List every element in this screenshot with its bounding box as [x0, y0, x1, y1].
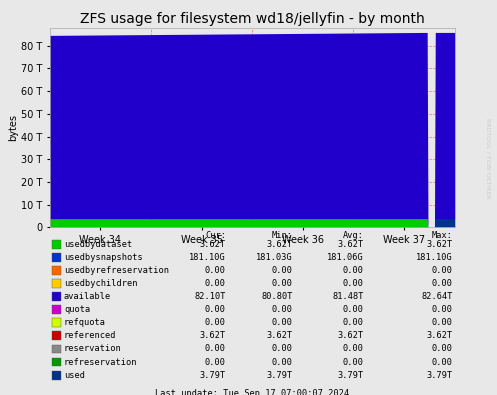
Text: 0.00: 0.00 — [272, 266, 293, 275]
Text: RRDTOOL / TOBI OETIKER: RRDTOOL / TOBI OETIKER — [486, 118, 491, 198]
Bar — [52, 305, 61, 314]
Bar — [52, 357, 61, 367]
Bar — [52, 344, 61, 353]
Bar — [52, 318, 61, 327]
Text: 0.00: 0.00 — [205, 357, 226, 367]
Text: 0.00: 0.00 — [272, 279, 293, 288]
Text: 0.00: 0.00 — [272, 357, 293, 367]
Text: Min:: Min: — [272, 231, 293, 240]
Text: 0.00: 0.00 — [342, 318, 364, 327]
Text: usedbyrefreservation: usedbyrefreservation — [64, 266, 169, 275]
Text: quota: quota — [64, 305, 90, 314]
Text: available: available — [64, 292, 111, 301]
Text: usedbychildren: usedbychildren — [64, 279, 137, 288]
Text: 3.62T: 3.62T — [200, 331, 226, 340]
Title: ZFS usage for filesystem wd18/jellyfin - by month: ZFS usage for filesystem wd18/jellyfin -… — [80, 13, 424, 26]
Text: 0.00: 0.00 — [205, 279, 226, 288]
Bar — [52, 371, 61, 380]
Text: reservation: reservation — [64, 344, 122, 354]
Text: 0.00: 0.00 — [342, 357, 364, 367]
Text: 0.00: 0.00 — [205, 266, 226, 275]
Text: used: used — [64, 371, 85, 380]
Text: 3.62T: 3.62T — [337, 331, 364, 340]
Text: refreservation: refreservation — [64, 357, 137, 367]
Text: 3.62T: 3.62T — [266, 240, 293, 248]
Text: referenced: referenced — [64, 331, 116, 340]
Text: 0.00: 0.00 — [432, 305, 453, 314]
Text: 3.79T: 3.79T — [337, 371, 364, 380]
Bar — [52, 266, 61, 275]
Text: 0.00: 0.00 — [205, 344, 226, 354]
Bar — [52, 279, 61, 288]
Text: Cur:: Cur: — [205, 231, 226, 240]
Text: 181.10G: 181.10G — [189, 253, 226, 262]
Text: 3.62T: 3.62T — [266, 331, 293, 340]
Text: 82.10T: 82.10T — [194, 292, 226, 301]
Text: 0.00: 0.00 — [272, 318, 293, 327]
Text: 0.00: 0.00 — [432, 318, 453, 327]
Text: 0.00: 0.00 — [432, 279, 453, 288]
Text: refquota: refquota — [64, 318, 106, 327]
Text: 3.62T: 3.62T — [337, 240, 364, 248]
Text: 0.00: 0.00 — [432, 344, 453, 354]
Bar — [52, 292, 61, 301]
Text: 82.64T: 82.64T — [421, 292, 453, 301]
Text: 181.06G: 181.06G — [327, 253, 364, 262]
Text: 0.00: 0.00 — [432, 266, 453, 275]
Text: 0.00: 0.00 — [342, 266, 364, 275]
Text: Last update: Tue Sep 17 07:00:07 2024: Last update: Tue Sep 17 07:00:07 2024 — [155, 389, 349, 395]
Text: 0.00: 0.00 — [205, 305, 226, 314]
Y-axis label: bytes: bytes — [8, 114, 18, 141]
Text: 181.10G: 181.10G — [416, 253, 453, 262]
Bar — [52, 253, 61, 261]
Text: 0.00: 0.00 — [205, 318, 226, 327]
Text: 0.00: 0.00 — [272, 344, 293, 354]
Text: 3.62T: 3.62T — [200, 240, 226, 248]
Text: 3.62T: 3.62T — [426, 240, 453, 248]
Text: usedbydataset: usedbydataset — [64, 240, 132, 248]
Text: 0.00: 0.00 — [342, 344, 364, 354]
Text: 3.79T: 3.79T — [200, 371, 226, 380]
Text: 3.62T: 3.62T — [426, 331, 453, 340]
Text: usedbysnapshots: usedbysnapshots — [64, 253, 143, 262]
Text: 0.00: 0.00 — [342, 305, 364, 314]
Text: Avg:: Avg: — [342, 231, 364, 240]
Bar — [52, 331, 61, 340]
Text: 80.80T: 80.80T — [261, 292, 293, 301]
Text: Max:: Max: — [432, 231, 453, 240]
Bar — [52, 240, 61, 248]
Text: 0.00: 0.00 — [272, 305, 293, 314]
Text: 3.79T: 3.79T — [426, 371, 453, 380]
Text: 0.00: 0.00 — [342, 279, 364, 288]
Text: 0.00: 0.00 — [432, 357, 453, 367]
Text: 3.79T: 3.79T — [266, 371, 293, 380]
Text: 81.48T: 81.48T — [332, 292, 364, 301]
Text: 181.03G: 181.03G — [256, 253, 293, 262]
